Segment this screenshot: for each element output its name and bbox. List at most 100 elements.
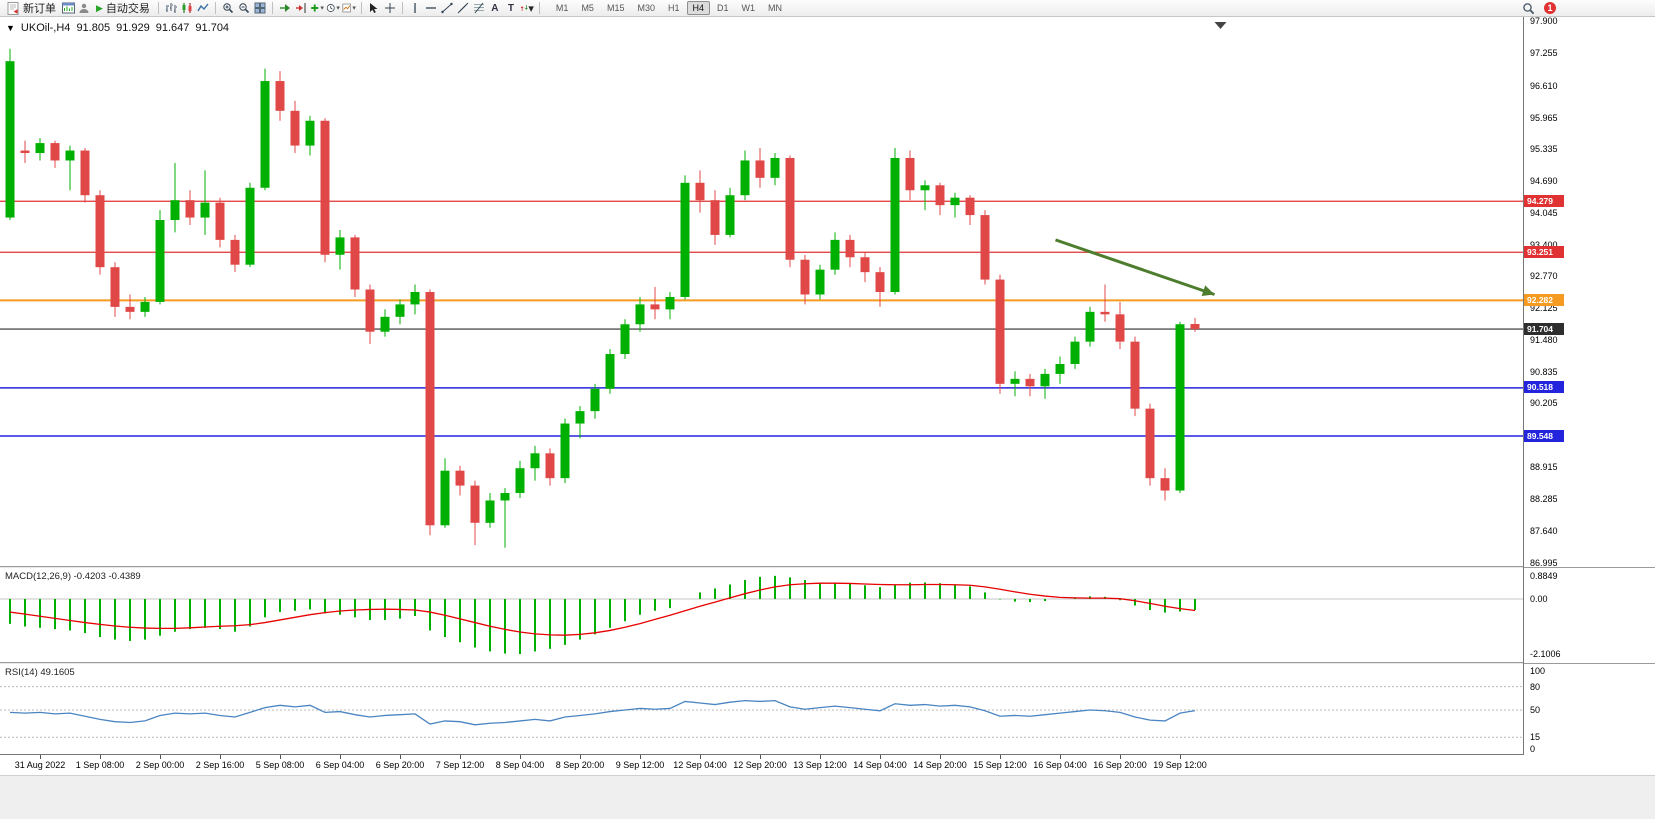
timeframe-m1-button[interactable]: M1 [555, 3, 569, 13]
price-tick: 90.205 [1530, 398, 1558, 409]
cursor-button[interactable] [366, 0, 382, 16]
toolbar-right-group: 1 [1520, 0, 1556, 16]
time-tick-label: 2 Sep 16:00 [195, 760, 245, 770]
auto-scroll-button[interactable] [277, 0, 293, 16]
candle-body [530, 453, 540, 469]
price-tag-92.282: 92.282 [1524, 293, 1564, 306]
candle-body [20, 150, 30, 154]
timeframe-m15-button[interactable]: M15 [606, 3, 625, 13]
candle-body [1115, 314, 1125, 342]
candle-body [35, 143, 45, 154]
time-tick [340, 755, 341, 759]
time-tick-label: 15 Sep 12:00 [973, 760, 1027, 770]
new-order-button[interactable]: 新订单 [3, 0, 60, 16]
zoom-out-button[interactable] [236, 0, 252, 16]
charts-window-button[interactable] [60, 0, 76, 16]
price-tick: 97.900 [1530, 16, 1558, 27]
fibonacci-button[interactable] [471, 0, 487, 16]
time-tick-label: 12 Sep 04:00 [673, 760, 727, 770]
candle-body [845, 239, 855, 258]
candle-body [65, 150, 75, 161]
indicators-dropdown-caret[interactable]: ▾ [320, 5, 324, 12]
crosshair-button[interactable] [382, 0, 398, 16]
toolbar-separator [271, 2, 273, 14]
vertical-line-button[interactable] [407, 0, 423, 16]
candle-body [980, 215, 990, 280]
timeframe-h1-button[interactable]: H1 [667, 3, 680, 13]
candle-body [620, 324, 630, 355]
bar-chart-icon [165, 3, 177, 13]
candle-body [680, 182, 690, 297]
text-button[interactable]: A [487, 0, 503, 16]
rsi-panel[interactable]: RSI(14) 49.1605 [0, 664, 1523, 755]
timeframe-m30-button[interactable]: M30 [637, 3, 655, 13]
candle-body [1145, 408, 1155, 479]
arrows-button[interactable]: ▾ [519, 0, 535, 16]
templates-dropdown-caret[interactable]: ▾ [352, 5, 356, 12]
bar-chart-button[interactable] [163, 0, 179, 16]
arrows-dropdown-caret[interactable]: ▾ [528, 2, 534, 15]
candle-body [305, 120, 315, 146]
price-scale[interactable]: 97.900 97.255 96.610 95.965 95.335 94.690 94.0… [1523, 16, 1655, 755]
timeframe-w1-button[interactable]: W1 [741, 3, 756, 13]
macd-signal-line [9, 582, 1196, 636]
periods-dropdown-caret[interactable]: ▾ [336, 5, 340, 12]
zoom-in-button[interactable] [220, 0, 236, 16]
timeframe-mn-button[interactable]: MN [768, 3, 783, 13]
timeframe-m5-button[interactable]: M5 [581, 3, 594, 13]
candle-body [905, 157, 915, 191]
bottom-empty-area [0, 775, 1655, 819]
timeframe-h4-button[interactable]: H4 [686, 1, 711, 15]
time-tick [1060, 755, 1061, 759]
tile-windows-button[interactable] [252, 0, 268, 16]
crosshair-icon [384, 3, 395, 13]
macd-histogram [9, 575, 1196, 655]
candle-body [290, 110, 300, 146]
community-button[interactable] [76, 0, 92, 16]
time-axis[interactable]: 31 Aug 2022 1 Sep 08:00 2 Sep 00:00 2 Sep 1… [0, 755, 1655, 775]
chart-shift-button[interactable] [293, 0, 309, 16]
timeframe-d1-button[interactable]: D1 [717, 3, 729, 13]
macd-panel[interactable]: MACD(12,26,9) -0.4203 -0.4389 [0, 568, 1523, 663]
chart-shift-marker[interactable] [1214, 22, 1227, 29]
text-label-button[interactable]: T [503, 0, 519, 16]
rsi-tick: 80 [1530, 681, 1541, 692]
price-tick: 92.125 [1530, 303, 1558, 314]
templates-button[interactable]: ▾ [341, 0, 357, 16]
candle-body [1085, 311, 1095, 342]
candle-body [470, 485, 480, 523]
main-chart-panel[interactable]: ▼ UKOil-,H4 91.805 91.929 91.647 91.704 [0, 17, 1523, 567]
line-chart-button[interactable] [195, 0, 211, 16]
indicators-button[interactable]: ▾ [309, 0, 325, 16]
time-tick-label: 14 Sep 04:00 [853, 760, 907, 770]
time-tick-label: 9 Sep 12:00 [615, 760, 665, 770]
horizontal-line-button[interactable] [423, 0, 439, 16]
one-click-trading-toggle[interactable]: ▼ [6, 23, 15, 33]
trend-arrow[interactable] [1055, 238, 1215, 296]
autotrading-label: 自动交易 [105, 3, 150, 15]
community-icon [79, 3, 89, 13]
candle-body [1190, 324, 1200, 330]
search-button[interactable] [1520, 0, 1536, 16]
trendline-button[interactable] [439, 0, 455, 16]
time-tick [280, 755, 281, 759]
autotrading-button[interactable]: ▶ 自动交易 [92, 0, 154, 16]
candle-body [1160, 478, 1170, 491]
candlestick-chart-button[interactable] [179, 0, 195, 16]
candle-body [395, 304, 405, 317]
candle-body [95, 195, 105, 268]
notifications-badge[interactable]: 1 [1544, 2, 1556, 14]
toolbar-separator [538, 2, 540, 14]
equidistant-channel-button[interactable] [455, 0, 471, 16]
price-tick: 88.915 [1530, 462, 1558, 473]
price-tick: 90.835 [1530, 367, 1558, 378]
periods-button[interactable]: ▾ [325, 0, 341, 16]
candle-body [920, 185, 930, 191]
candle-body [560, 423, 570, 479]
candle-body [755, 160, 765, 178]
candle-body [710, 200, 720, 235]
toolbar-separator [401, 2, 403, 14]
candle-body [185, 200, 195, 218]
price-tick: 94.690 [1530, 175, 1558, 186]
time-tick [160, 755, 161, 759]
